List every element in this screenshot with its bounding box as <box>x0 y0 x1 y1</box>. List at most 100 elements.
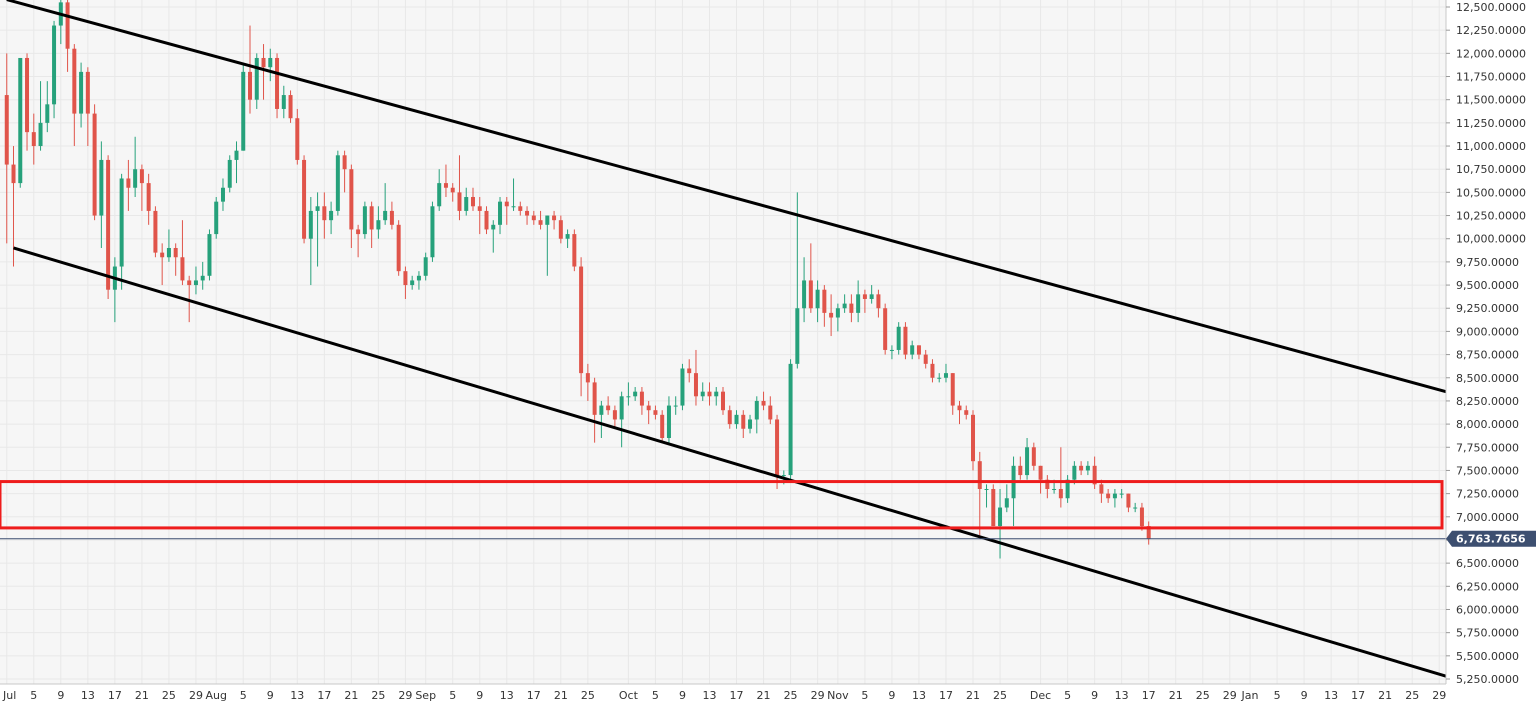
candle-body <box>910 345 915 355</box>
candle-body <box>748 419 753 429</box>
x-tick-label: 29 <box>1432 689 1446 702</box>
candle-body <box>950 373 955 406</box>
candle-body <box>139 169 144 184</box>
candle <box>1038 465 1043 494</box>
candle-body <box>707 391 712 397</box>
candle-body <box>31 132 36 147</box>
candle-body <box>1079 465 1084 471</box>
candle-body <box>687 368 692 374</box>
candle-body <box>187 280 192 286</box>
candle <box>234 141 239 184</box>
x-tick-label: 17 <box>939 689 953 702</box>
y-tick-label: 8,000.0000 <box>1456 418 1519 431</box>
candle <box>396 220 401 276</box>
y-tick-label: 7,000.0000 <box>1456 511 1519 524</box>
candle-body <box>335 155 340 211</box>
candle <box>1018 456 1023 480</box>
candle-body <box>376 220 381 230</box>
candle-body <box>268 57 273 68</box>
candle <box>606 396 611 415</box>
candle-body <box>396 224 401 272</box>
candle <box>937 373 942 383</box>
candle-body <box>842 303 847 309</box>
candle <box>585 363 590 401</box>
candle-body <box>727 410 732 425</box>
candle <box>930 359 935 383</box>
candle-body <box>781 475 786 477</box>
candle-body <box>626 396 631 398</box>
candle-body <box>423 257 428 276</box>
x-tick-label: 13 <box>912 689 926 702</box>
candle-body <box>362 206 367 235</box>
y-tick-label: 11,500.0000 <box>1456 94 1526 107</box>
candle <box>808 243 813 313</box>
y-tick-label: 10,500.0000 <box>1456 186 1526 199</box>
y-tick-label: 6,500.0000 <box>1456 557 1519 570</box>
candle <box>254 53 259 109</box>
candle-body <box>531 215 536 221</box>
candle <box>139 164 144 211</box>
candle-body <box>153 210 158 253</box>
candle <box>423 252 428 281</box>
candle-body <box>1052 488 1057 490</box>
candle-body <box>261 57 266 68</box>
candle <box>538 210 543 230</box>
x-tick-label: 9 <box>57 689 64 702</box>
candle-body <box>991 488 996 527</box>
candle-body <box>815 289 820 309</box>
candle-body <box>579 266 584 374</box>
candle <box>166 229 171 262</box>
candle-body <box>214 201 219 235</box>
candle-body <box>761 400 766 406</box>
candle-body <box>234 150 239 160</box>
candle <box>362 201 367 239</box>
candle <box>133 136 138 198</box>
candle <box>437 169 442 211</box>
candle-body <box>937 377 942 379</box>
candle-body <box>349 169 354 230</box>
candle <box>639 387 644 415</box>
candle <box>389 201 394 230</box>
x-tick-label: 9 <box>679 689 686 702</box>
y-tick-label: 5,250.0000 <box>1456 673 1519 686</box>
candle-body <box>835 308 840 318</box>
candle-body <box>849 303 854 313</box>
candle <box>72 44 77 147</box>
candle <box>126 159 131 211</box>
candle-body <box>254 57 259 100</box>
candle-body <box>72 48 77 114</box>
y-tick-label: 8,750.0000 <box>1456 349 1519 362</box>
candle <box>923 349 928 369</box>
candle <box>916 345 921 360</box>
candle <box>504 197 509 225</box>
candle-body <box>119 178 124 267</box>
candle-body <box>38 122 43 147</box>
candle-body <box>85 71 90 114</box>
candle <box>11 146 16 267</box>
y-tick-label: 12,250.0000 <box>1456 24 1526 37</box>
candle-body <box>106 159 111 290</box>
candle <box>1139 502 1144 531</box>
y-axis: 12,500.0000 12,250.0000 12,000.0000 11,750.… <box>1445 0 1536 715</box>
candle-body <box>896 326 901 350</box>
candle <box>119 173 124 290</box>
candle <box>619 391 624 448</box>
candle <box>315 192 320 267</box>
x-tick-label: 17 <box>527 689 541 702</box>
candle-body <box>146 183 151 211</box>
candle <box>450 183 455 202</box>
candle <box>869 285 874 304</box>
candle <box>626 382 631 406</box>
candle-body <box>660 414 665 439</box>
candle <box>376 206 381 239</box>
candle <box>85 67 90 147</box>
y-tick-label: 10,000.0000 <box>1456 233 1526 246</box>
x-tick-label: 5 <box>30 689 37 702</box>
candle <box>579 257 584 397</box>
x-tick-label: 9 <box>267 689 274 702</box>
candle-body <box>721 391 725 411</box>
candle <box>572 229 577 272</box>
candle <box>383 183 388 225</box>
